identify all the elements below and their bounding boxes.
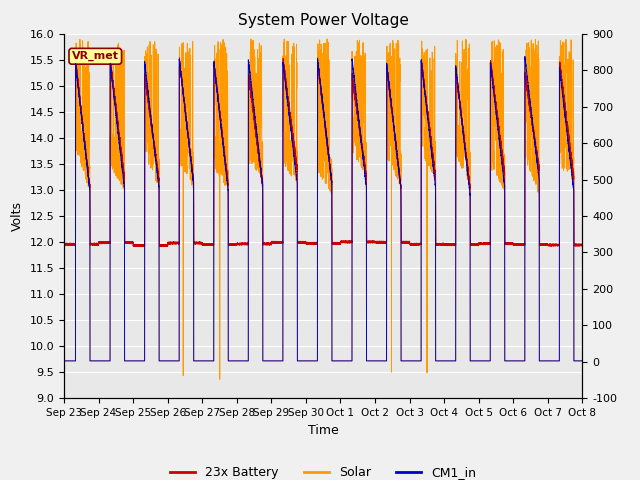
Legend: 23x Battery, Solar, CM1_in: 23x Battery, Solar, CM1_in (166, 461, 481, 480)
Y-axis label: Volts: Volts (11, 201, 24, 231)
Text: VR_met: VR_met (72, 51, 119, 61)
Title: System Power Voltage: System Power Voltage (238, 13, 408, 28)
X-axis label: Time: Time (308, 424, 339, 437)
